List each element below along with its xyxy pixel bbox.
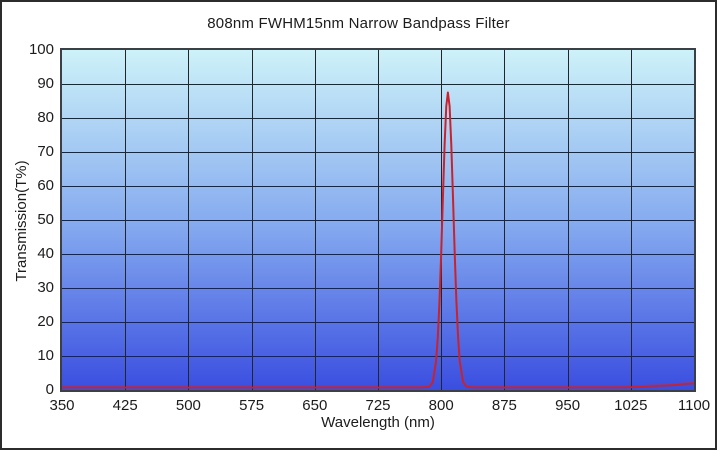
x-tick-label: 875 bbox=[491, 397, 517, 414]
y-tick-label: 60 bbox=[37, 177, 54, 194]
y-tick-label: 20 bbox=[37, 313, 54, 330]
y-tick-label: 10 bbox=[37, 347, 54, 364]
grid-line-vertical bbox=[125, 50, 127, 390]
grid-line-vertical bbox=[378, 50, 379, 390]
x-axis-title: Wavelength (nm) bbox=[321, 414, 435, 431]
grid-layer bbox=[62, 50, 694, 390]
x-tick-label: 725 bbox=[365, 397, 391, 414]
y-tick-label: 80 bbox=[37, 109, 54, 126]
x-tick-label: 575 bbox=[239, 397, 265, 414]
x-tick-label: 350 bbox=[49, 397, 75, 414]
chart-title: 808nm FWHM15nm Narrow Bandpass Filter bbox=[207, 15, 510, 32]
y-tick-label: 30 bbox=[37, 279, 54, 296]
x-tick-label: 650 bbox=[302, 397, 328, 414]
grid-line-vertical bbox=[314, 50, 316, 390]
y-tick-label: 50 bbox=[37, 211, 54, 228]
y-tick-label: 90 bbox=[37, 75, 54, 92]
grid-line-vertical bbox=[630, 50, 632, 390]
plot-area bbox=[60, 48, 696, 392]
x-tick-label: 1100 bbox=[677, 397, 711, 414]
grid-line-vertical bbox=[251, 50, 253, 390]
y-tick-label: 70 bbox=[37, 143, 54, 160]
grid-line-vertical bbox=[188, 50, 190, 390]
transmission-curve-svg bbox=[62, 91, 694, 389]
y-tick-label: 40 bbox=[37, 245, 54, 262]
x-tick-label: 425 bbox=[112, 397, 138, 414]
transmission-line bbox=[62, 91, 694, 389]
y-tick-label: 100 bbox=[28, 41, 54, 58]
grid-line-vertical bbox=[567, 50, 569, 390]
x-tick-label: 800 bbox=[428, 397, 454, 414]
y-tick-label: 0 bbox=[45, 381, 54, 398]
x-tick-label: 500 bbox=[175, 397, 201, 414]
grid-line-vertical bbox=[504, 50, 506, 390]
x-tick-label: 1025 bbox=[614, 397, 648, 414]
x-tick-label: 950 bbox=[555, 397, 581, 414]
